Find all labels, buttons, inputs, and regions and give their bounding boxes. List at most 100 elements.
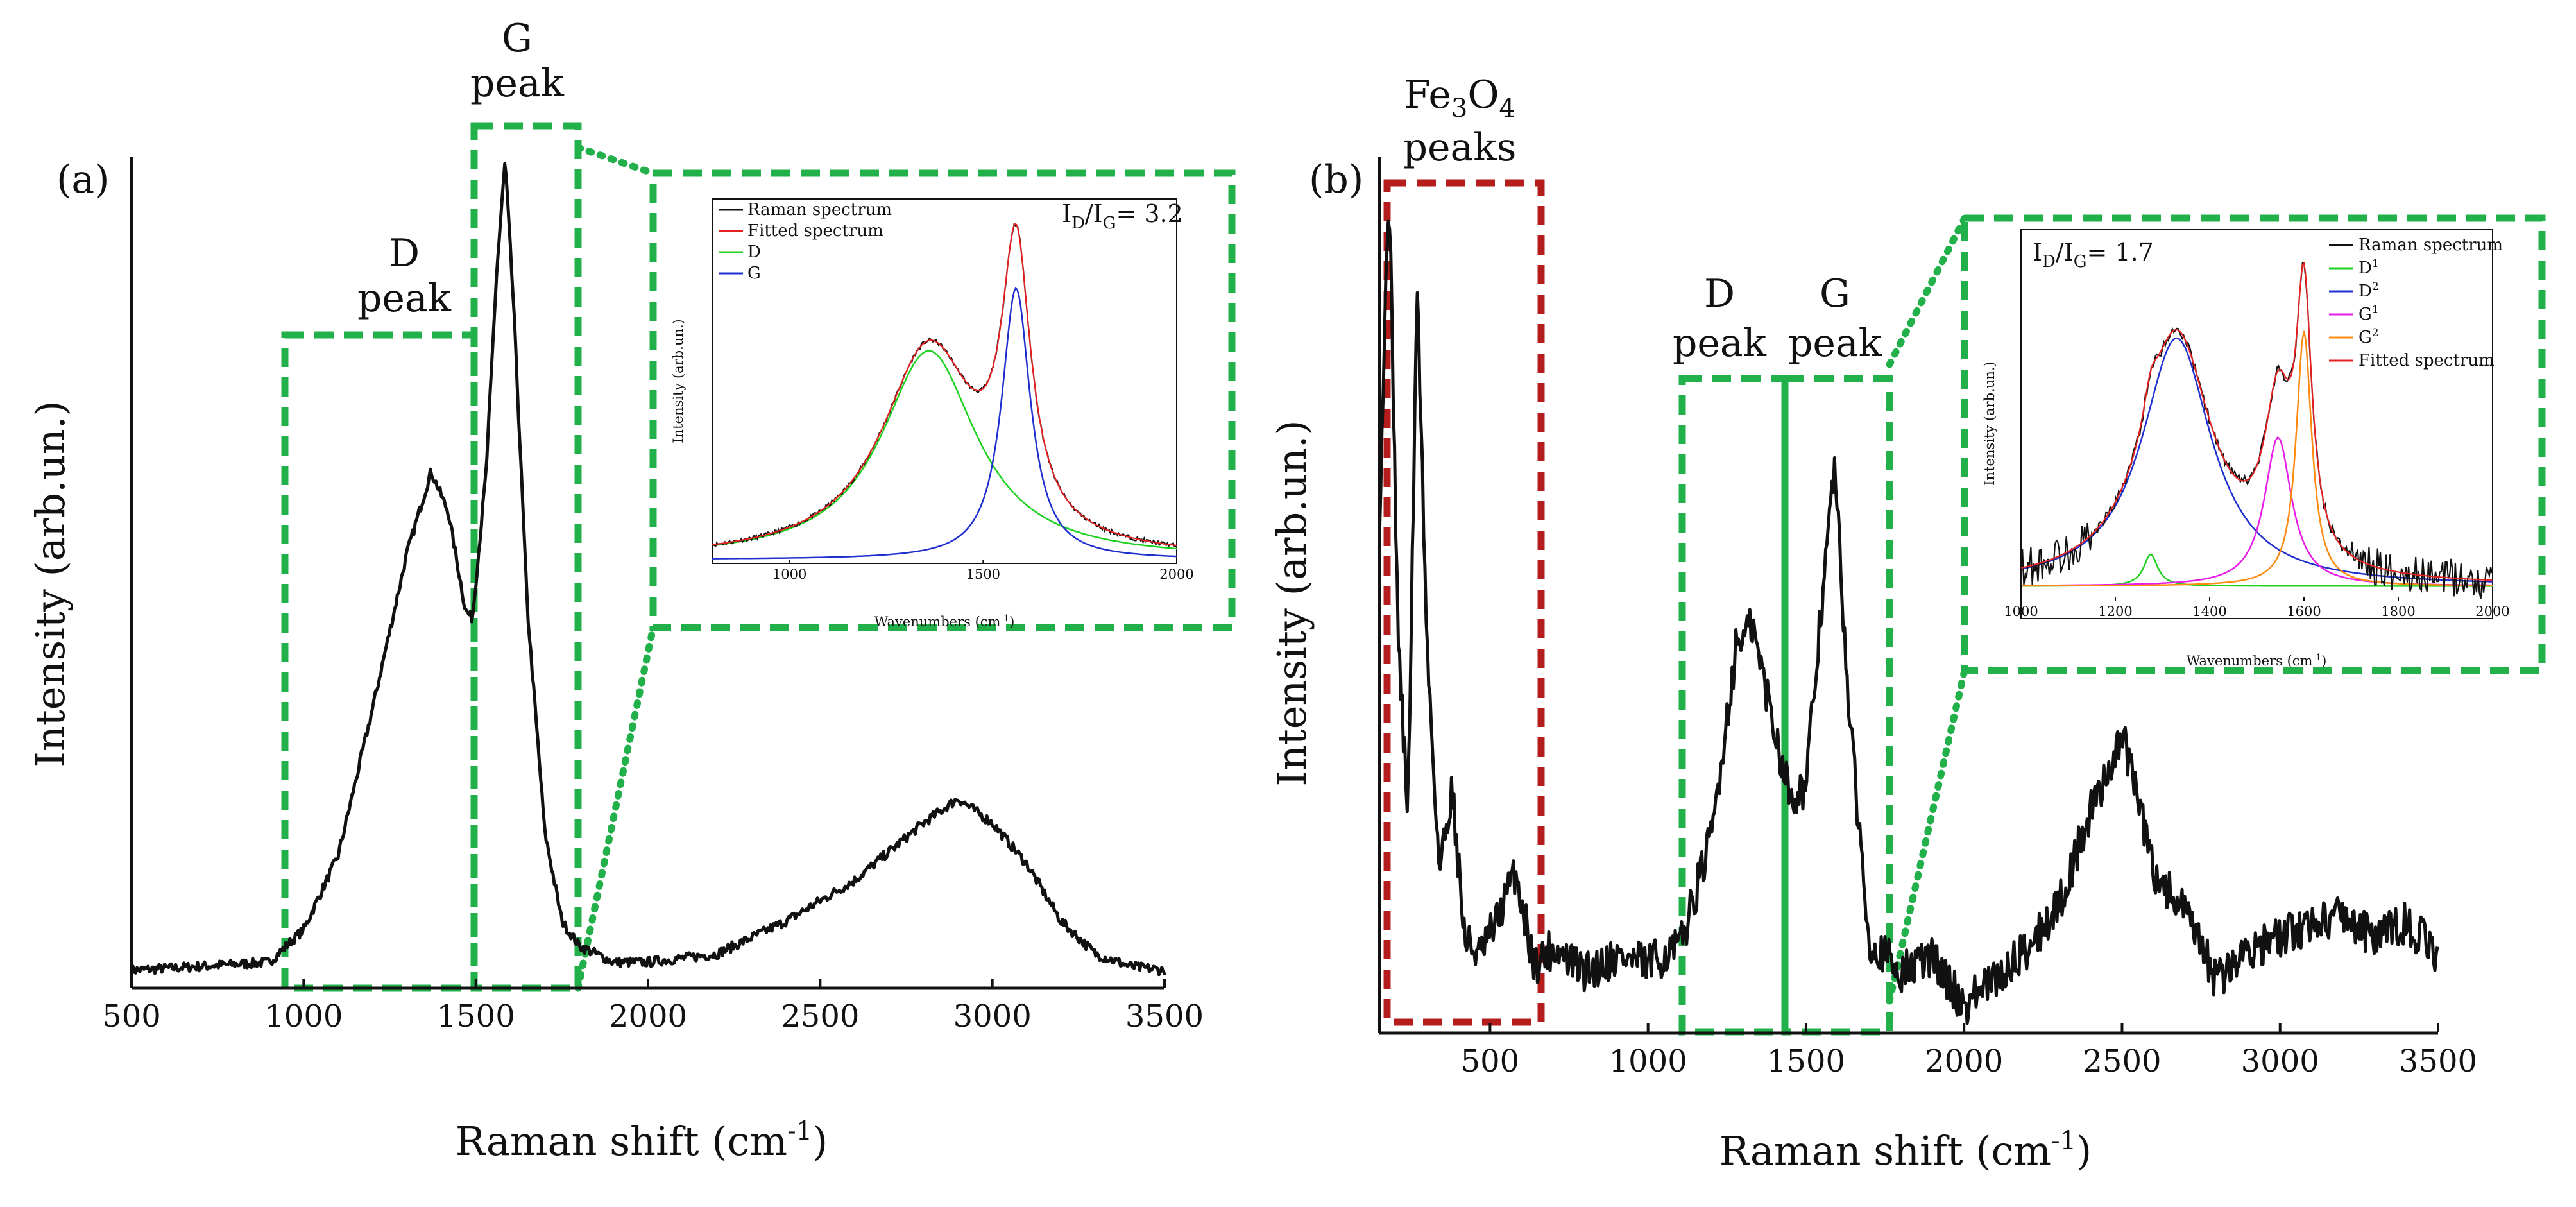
panel-a-d-peak-label: D peak [357,231,452,321]
panel-a-inset-component-d [712,350,1177,550]
panel-b-x-label-sup: -1 [2051,1126,2076,1156]
legend-text-raman: Raman spectrum [747,200,892,219]
panel-b-d-peak-label: D peak [1673,271,1767,366]
panel-a-d-label-peak: peak [357,276,452,321]
panel-b-d-label-peak: peak [1673,321,1767,366]
panel-b-fe3o4-peaks: peaks [1403,125,1517,170]
legend-b-g1-name: G [2358,305,2372,324]
panel-b-inset-tick-label: 1400 [2192,604,2226,619]
panel-b-spectrum-line [1378,219,2439,1025]
panel-b-x-label-main: Raman shift (cm [1719,1127,2051,1174]
panel-b-x-ticks: 500 1000 1500 2000 2500 3000 3500 [1461,1023,2477,1079]
panel-a-x-label-main: Raman shift (cm [456,1118,787,1165]
ratio-b-sub-d: D [2042,252,2056,271]
panel-b-g-peak-label: G peak [1788,271,1882,366]
panel-b-tick-label: 1500 [1767,1043,1845,1079]
ratio-sub-g: G [1103,214,1116,233]
panel-a-x-ticks: 500 1000 1500 2000 2500 3000 3500 [102,979,1204,1034]
panel-b-inset-legend: Raman spectrum D1 D2 G1 G2 Fitted spectr… [2329,235,2503,370]
panel-b-inset-plot-frame [2020,229,2493,619]
panel-b-inset-lines [2020,261,2493,599]
ratio-value: = 3.2 [1116,200,1182,228]
panel-b-label: (b) [1309,157,1363,202]
panel-a-tick-label: 2500 [781,998,859,1034]
legend-b-raman-name: Raman spectrum [2358,235,2503,255]
panel-a-d-peak-box [281,331,478,992]
ratio-i: I [1062,200,1071,228]
panel-b-inset-y-label: Intensity (arb.un.) [1982,361,1997,485]
inset-a-xlabel-end: ) [1009,614,1014,629]
panel-a-inset-x-label: Wavenumbers (cm-1) [874,613,1015,629]
legend-b-d2-name: D [2358,282,2372,301]
panel-b-inset-x-label: Wavenumbers (cm-1) [2187,653,2327,669]
panel-a-inset-x-ticks: 1000 1500 2000 [772,560,1194,582]
panel-a-y-label: Intensity (arb.un.) [27,400,74,767]
panel-a-inset-frame [649,169,1236,631]
panel-a-inset-fitted-spectrum [712,223,1177,547]
ratio-b-i: I [2033,238,2042,266]
panel-a-x-label: Raman shift (cm-1) [456,1117,828,1165]
legend-text-d: D [747,243,761,262]
ratio-b-value: = 1.7 [2086,238,2153,266]
panel-b-inset-tick-label: 2000 [2475,604,2509,619]
legend-b-text-d2: D2 [2358,280,2379,301]
legend-b-text-fitted: Fitted spectrum [2358,351,2495,370]
inset-a-xlabel-sup: -1 [1000,613,1009,624]
panel-b-inset-component-g2 [2021,330,2493,587]
inset-b-xlabel-main: Wavenumbers (cm [2187,653,2313,669]
ratio-b-sub-g: G [2074,252,2087,271]
fe-sub: 3 [1451,94,1467,123]
inset-b-xlabel-sup: -1 [2312,653,2321,663]
legend-b-fitted-name: Fitted spectrum [2358,351,2495,370]
panel-a-x-label-sup: -1 [787,1117,812,1146]
panel-b-inset-tick-label: 1600 [2287,604,2321,619]
panel-a-inset-tick-label: 1500 [966,567,1000,582]
ratio-b-mid: /I [2056,238,2074,266]
panel-b-tick-label: 2500 [2083,1043,2161,1079]
panel-b-tick-label: 3500 [2399,1043,2477,1079]
panel-b-zoom-connector-bottom [1886,667,1968,1005]
panel-b-y-label: Intensity (arb.un.) [1268,420,1315,786]
panel-a-zoom-connector-top [574,144,657,177]
panel-a-inset-tick-label: 1000 [772,567,806,582]
panel-a-inset-tick-label: 2000 [1159,567,1193,582]
panel-b-inset-fitted-spectrum [2020,261,2493,581]
legend-b-text-g2: G2 [2358,327,2379,347]
panel-b-tick-label: 500 [1461,1043,1520,1079]
panel-a-inset-y-label: Intensity (arb.un.) [670,319,686,443]
panel-b-inset-tick-label: 1200 [2098,604,2132,619]
ratio-mid: /I [1085,200,1103,228]
panel-b-tick-label: 3000 [2241,1043,2319,1079]
panel-a-inset-ratio: ID/IG= 3.2 [1062,200,1183,233]
panel-b-annotation-boxes [1383,179,1968,1036]
panel-a-inset-plot-frame [712,198,1177,564]
panel-b-d-label: D [1704,271,1735,316]
panel-a-g-label-peak: peak [470,61,565,106]
panel-a-inset-lines [712,222,1177,560]
legend-b-text-d1: D1 [2358,257,2379,278]
panel-a-label: (a) [56,157,110,202]
panel-a-inset-legend: Raman spectrum Fitted spectrum D G [719,200,892,283]
legend-text-g: G [747,264,761,283]
panel-a-tick-label: 3500 [1125,998,1204,1034]
panel-b-inset: 1000 1200 1400 1600 1800 2000 ID/IG= 1.7 Rama… [1961,214,2546,674]
panel-b-zoom-connector-top [1886,214,1968,368]
panel-b: (b) Fe3O4 peaks D peak G peak 500 1000 150… [1268,73,2546,1174]
panel-a-d-label: D [389,231,420,276]
panel-a-inset-component-g [712,287,1177,560]
panel-b-inset-ratio: ID/IG= 1.7 [2033,238,2154,271]
panel-b-inset-tick-label: 1000 [2004,604,2038,619]
panel-a-tick-label: 1000 [264,998,343,1034]
panel-a-g-peak-label: G peak [470,16,565,106]
panel-a-x-label-end: ) [812,1118,828,1165]
panel-b-inset-x-ticks: 1000 1200 1400 1600 1800 2000 [2004,597,2510,619]
panel-a-tick-label: 1500 [437,998,515,1034]
panel-a-annotation-boxes [281,122,657,992]
panel-b-inset-tick-label: 1800 [2381,604,2415,619]
panel-b-g-label: G [1820,271,1850,316]
panel-a-spectrum-line [130,162,1166,977]
panel-a-inset: 1000 1500 2000 ID/IG= 3.2 Raman spectrum F… [649,169,1236,631]
panel-b-g-peak-box [1781,375,1893,1036]
panel-b-x-label: Raman shift (cm-1) [1719,1126,2092,1174]
panel-b-g-label-peak: peak [1788,321,1882,366]
